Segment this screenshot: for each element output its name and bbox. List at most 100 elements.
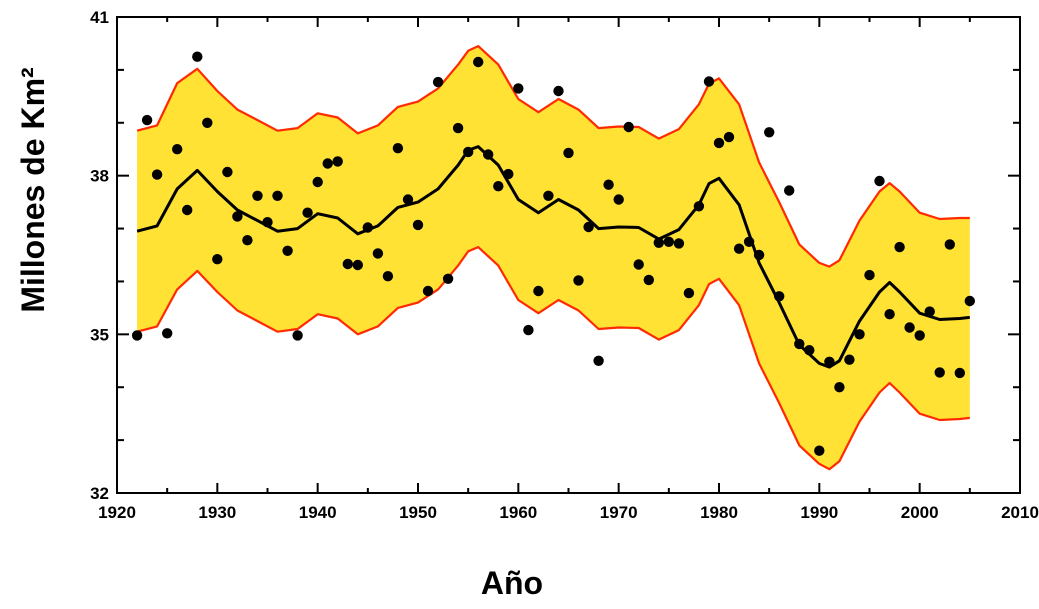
data-point bbox=[302, 207, 313, 218]
x-tick-label: 1990 bbox=[800, 503, 838, 522]
data-point bbox=[322, 158, 333, 169]
data-point bbox=[312, 176, 323, 188]
data-point bbox=[573, 275, 584, 286]
data-point bbox=[131, 330, 143, 341]
y-tick-label: 35 bbox=[90, 325, 109, 344]
data-point bbox=[884, 309, 895, 320]
data-point bbox=[633, 259, 644, 270]
data-point bbox=[533, 285, 544, 297]
data-point bbox=[172, 144, 183, 155]
data-point bbox=[663, 236, 674, 247]
axes: 1920 1930 1940 1950 1960 1970 1980 1990 2000 2010… bbox=[90, 8, 1039, 522]
data-point bbox=[834, 382, 845, 393]
data-point bbox=[593, 355, 604, 366]
data-point bbox=[342, 258, 353, 270]
data-point bbox=[794, 338, 805, 350]
data-point bbox=[513, 83, 524, 94]
data-point bbox=[673, 238, 685, 249]
y-axis-title: Millones de Km² bbox=[15, 67, 51, 312]
lower-bound-line bbox=[136, 246, 970, 471]
data-point bbox=[723, 131, 735, 143]
data-point bbox=[493, 181, 504, 192]
x-tick-label: 1980 bbox=[700, 503, 738, 522]
data-point bbox=[372, 248, 384, 259]
data-point bbox=[392, 143, 404, 154]
data-point bbox=[151, 169, 163, 180]
data-point bbox=[713, 137, 725, 149]
data-point bbox=[563, 147, 574, 159]
data-point bbox=[804, 345, 815, 356]
data-point bbox=[914, 330, 925, 341]
x-tick-label: 1930 bbox=[198, 503, 236, 522]
data-point bbox=[352, 259, 363, 271]
data-point bbox=[422, 285, 434, 297]
data-point bbox=[232, 211, 243, 222]
data-point bbox=[934, 367, 945, 378]
data-point bbox=[683, 287, 695, 299]
data-point bbox=[182, 204, 193, 216]
data-point bbox=[894, 241, 905, 253]
data-point bbox=[753, 249, 765, 261]
data-point bbox=[944, 239, 955, 250]
plot-content bbox=[131, 45, 975, 471]
data-point bbox=[603, 179, 614, 190]
data-point bbox=[904, 322, 915, 333]
data-point bbox=[222, 166, 233, 178]
data-point bbox=[202, 117, 213, 128]
data-point bbox=[924, 306, 935, 317]
x-tick-label: 1960 bbox=[499, 503, 537, 522]
data-point bbox=[774, 291, 785, 302]
data-point bbox=[362, 222, 373, 233]
y-tick-label: 32 bbox=[90, 484, 109, 503]
x-tick-label: 2000 bbox=[901, 503, 939, 522]
data-point bbox=[463, 146, 474, 158]
trend-line bbox=[136, 145, 970, 369]
data-point bbox=[442, 273, 454, 284]
x-tick-label: 2010 bbox=[1001, 503, 1039, 522]
x-axis-title: Año bbox=[481, 565, 543, 601]
x-tick-label: 1970 bbox=[600, 503, 638, 522]
data-point bbox=[743, 236, 755, 247]
data-point bbox=[814, 445, 825, 456]
y-tick-label: 41 bbox=[90, 8, 109, 27]
data-point bbox=[643, 274, 654, 286]
data-point bbox=[272, 190, 283, 201]
data-point bbox=[252, 190, 263, 201]
data-point bbox=[954, 367, 965, 379]
data-point bbox=[553, 85, 564, 97]
data-point bbox=[864, 269, 875, 281]
data-point bbox=[212, 254, 223, 265]
data-point bbox=[964, 295, 975, 307]
data-point bbox=[764, 127, 775, 138]
data-point bbox=[703, 76, 715, 87]
data-point bbox=[473, 56, 484, 68]
x-tick-label: 1920 bbox=[98, 503, 136, 522]
data-point bbox=[483, 149, 494, 160]
data-point bbox=[503, 168, 514, 180]
data-point bbox=[382, 271, 394, 282]
data-point bbox=[523, 324, 534, 336]
data-point bbox=[162, 328, 173, 339]
data-point bbox=[824, 356, 835, 367]
upper-bound-line bbox=[136, 45, 970, 268]
data-point bbox=[242, 235, 253, 246]
data-point bbox=[613, 194, 624, 205]
data-point bbox=[623, 121, 634, 133]
data-point bbox=[733, 243, 745, 254]
data-point bbox=[844, 354, 855, 365]
data-point bbox=[653, 237, 664, 248]
data-point bbox=[332, 156, 343, 167]
data-point bbox=[874, 175, 885, 187]
data-point bbox=[693, 201, 705, 212]
data-point bbox=[543, 190, 554, 201]
data-point bbox=[402, 194, 414, 205]
data-point bbox=[192, 51, 203, 62]
y-tick-label: 38 bbox=[90, 167, 109, 186]
data-point bbox=[452, 122, 464, 134]
data-point bbox=[784, 185, 795, 196]
confidence-band bbox=[137, 46, 970, 470]
data-point bbox=[141, 114, 153, 126]
x-tick-label: 1940 bbox=[299, 503, 337, 522]
data-point bbox=[854, 329, 865, 340]
